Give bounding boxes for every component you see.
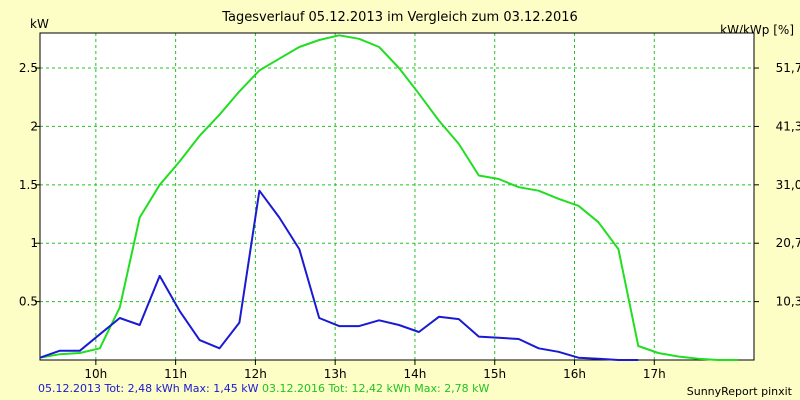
- y-tick-label-right: 41,3: [776, 119, 800, 133]
- y-tick-label-left: 0.5: [19, 295, 38, 309]
- x-tick-label: 14h: [404, 367, 427, 381]
- x-tick-label: 16h: [563, 367, 586, 381]
- left-axis-unit: kW: [30, 17, 49, 31]
- y-tick-label-left: 1.5: [19, 178, 38, 192]
- y-tick-label-left: 2: [30, 119, 38, 133]
- plot-border: [39, 32, 755, 361]
- plot-area: [40, 33, 754, 360]
- x-tick-label: 10h: [84, 367, 107, 381]
- y-tick-label-right: 51,7: [776, 61, 800, 75]
- x-tick-label: 12h: [244, 367, 267, 381]
- legend-summary: 05.12.2013 Tot: 2,48 kWh Max: 1,45 kW 03…: [38, 382, 489, 395]
- y-tick-label-right: 10,3: [776, 295, 800, 309]
- x-tick-label: 17h: [643, 367, 666, 381]
- y-tick-label-right: 31,0: [776, 178, 800, 192]
- x-tick-label: 15h: [483, 367, 506, 381]
- series-line-2: [39, 34, 738, 361]
- y-tick-label-left: 2.5: [19, 61, 38, 75]
- series-line-1: [39, 189, 639, 361]
- y-tick-label-left: 1: [30, 236, 38, 250]
- chart-title: Tagesverlauf 05.12.2013 im Vergleich zum…: [222, 10, 578, 25]
- credit-text: SunnyReport pinxit: [686, 385, 792, 398]
- x-tick-label: 13h: [324, 367, 347, 381]
- y-tick-label-right: 20,7: [776, 236, 800, 250]
- series-2-summary: 03.12.2016 Tot: 12,42 kWh Max: 2,78 kW: [261, 382, 490, 395]
- series-1-summary: 05.12.2013 Tot: 2,48 kWh Max: 1,45 kW: [38, 382, 259, 395]
- x-tick-label: 11h: [164, 367, 187, 381]
